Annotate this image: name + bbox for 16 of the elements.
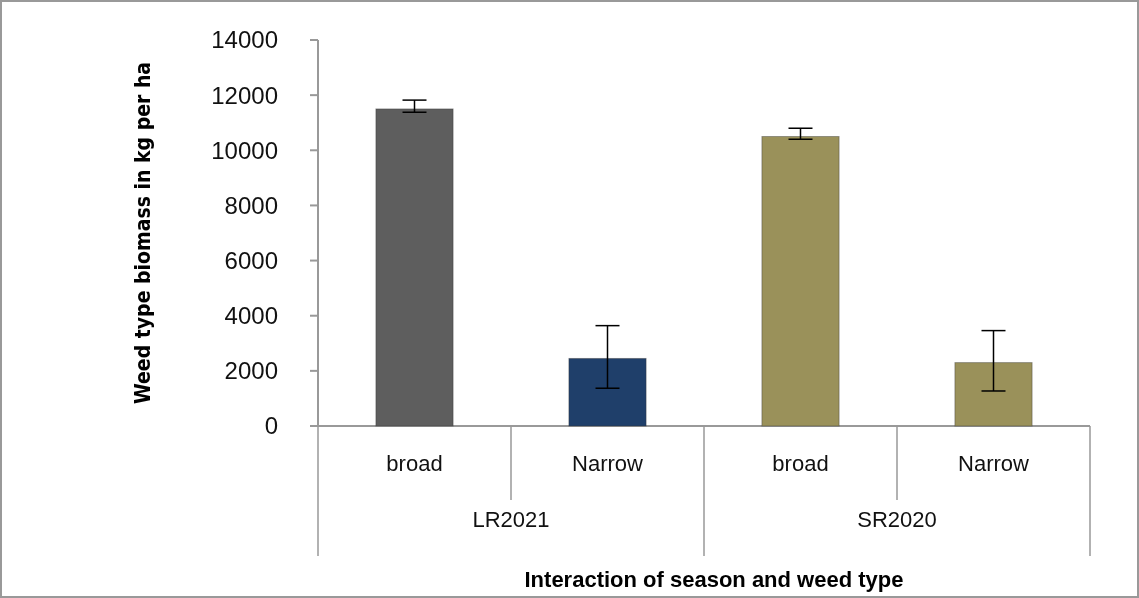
text: LR2021	[472, 507, 550, 532]
y-tick-label: 6000	[224, 246, 278, 274]
y-axis-title: Weed type biomass in kg per ha	[131, 61, 155, 405]
x-axis-title: Interaction of season and weed type	[524, 567, 904, 592]
x-tick-label: Narrow	[572, 451, 644, 476]
y-tick-label: 10000	[211, 136, 278, 164]
y-tick-label: 8000	[224, 191, 278, 219]
y-tick-label: 14000	[211, 26, 278, 54]
x-tick-label: Narrow	[958, 451, 1030, 476]
x-tick-label: broad	[772, 451, 829, 476]
text: SR2020	[857, 507, 937, 532]
y-tick-label: 4000	[224, 302, 278, 330]
y-tick-label: 12000	[211, 81, 278, 109]
y-tick-label: 0	[264, 412, 278, 440]
x-tick-label: broad	[386, 451, 443, 476]
y-tick-label: 2000	[224, 357, 278, 385]
